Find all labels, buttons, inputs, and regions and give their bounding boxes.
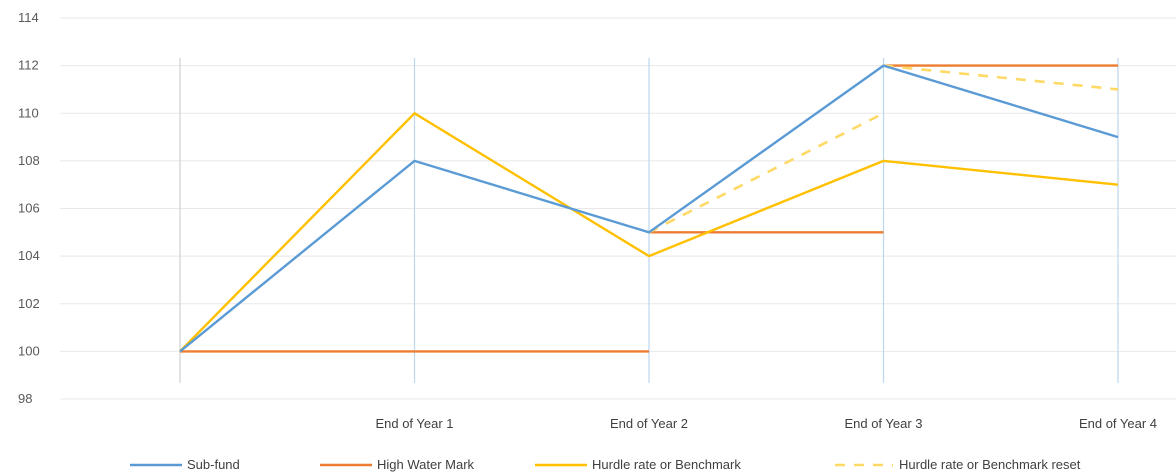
x-tick-label-4: End of Year 4	[1079, 416, 1157, 431]
category-vertical-lines	[179, 58, 1119, 383]
gridlines	[60, 17, 1176, 400]
y-axis: 98 100 102 104 106 108 110 112 114	[18, 10, 40, 406]
legend-label-0: Sub-fund	[187, 457, 240, 472]
series-0	[179, 64, 1119, 353]
legend-label-3: Hurdle rate or Benchmark reset	[899, 457, 1081, 472]
y-tick-label-102: 102	[18, 296, 40, 311]
y-tick-label-112: 112	[18, 58, 39, 73]
y-tick-label-104: 104	[18, 248, 40, 263]
legend-label-2: Hurdle rate or Benchmark	[592, 457, 741, 472]
x-tick-label-1: End of Year 1	[375, 416, 453, 431]
series-3-segment-0	[648, 112, 885, 234]
legend-label-1: High Water Mark	[377, 457, 475, 472]
y-tick-label-100: 100	[18, 343, 40, 358]
series-3-segment-1	[883, 64, 1119, 91]
y-tick-label-110: 110	[18, 105, 39, 120]
legend: Sub-fund High Water Mark Hurdle rate or Be…	[130, 457, 1081, 472]
y-tick-label-108: 108	[18, 153, 40, 168]
y-tick-label-106: 106	[18, 201, 40, 216]
x-axis: End of Year 1 End of Year 2 End of Year 3 E…	[375, 416, 1157, 431]
series-1	[179, 64, 1119, 353]
plot-series	[179, 64, 1119, 353]
y-tick-label-114: 114	[18, 10, 39, 25]
y-tick-label-98: 98	[18, 391, 32, 406]
x-tick-label-3: End of Year 3	[844, 416, 922, 431]
x-tick-label-2: End of Year 2	[610, 416, 688, 431]
